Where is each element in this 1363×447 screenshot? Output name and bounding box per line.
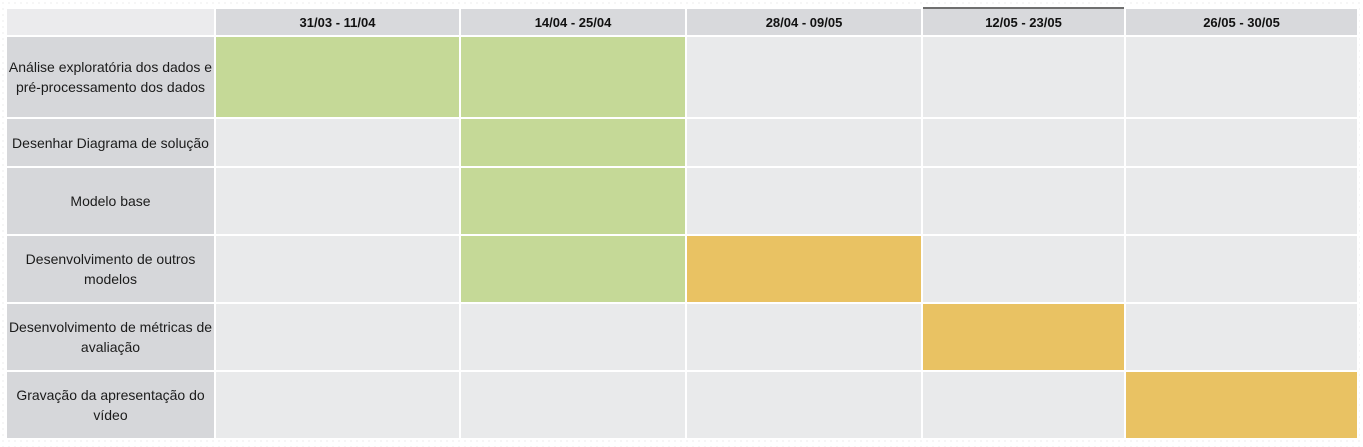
corner-cell bbox=[5, 7, 216, 37]
schedule-cell bbox=[214, 302, 461, 372]
task-label: Análise exploratória dos dados e pré-pro… bbox=[5, 35, 216, 119]
header-row: 31/03 - 11/04 14/04 - 25/04 28/04 - 09/0… bbox=[5, 7, 1359, 37]
schedule-cell bbox=[685, 302, 923, 372]
schedule-cell bbox=[214, 370, 461, 440]
task-label: Gravação da apresentação do vídeo bbox=[5, 370, 216, 440]
period-header: 14/04 - 25/04 bbox=[459, 7, 687, 37]
task-row: Desenvolvimento de outros modelos bbox=[5, 234, 1359, 304]
schedule-cell bbox=[1124, 166, 1359, 236]
schedule-cell bbox=[459, 117, 687, 168]
schedule-cell bbox=[685, 234, 923, 304]
schedule-cell bbox=[921, 166, 1126, 236]
schedule-cell bbox=[459, 166, 687, 236]
task-label: Desenvolvimento de outros modelos bbox=[5, 234, 216, 304]
schedule-cell bbox=[459, 234, 687, 304]
task-row: Desenvolvimento de métricas de avaliação bbox=[5, 302, 1359, 372]
schedule-cell bbox=[921, 234, 1126, 304]
task-row: Análise exploratória dos dados e pré-pro… bbox=[5, 35, 1359, 119]
schedule-cell bbox=[214, 35, 461, 119]
schedule-cell bbox=[459, 35, 687, 119]
period-header: 28/04 - 09/05 bbox=[685, 7, 923, 37]
schedule-cell bbox=[459, 302, 687, 372]
task-row: Desenhar Diagrama de solução bbox=[5, 117, 1359, 168]
schedule-cell bbox=[921, 117, 1126, 168]
schedule-cell bbox=[921, 370, 1126, 440]
period-header: 26/05 - 30/05 bbox=[1124, 7, 1359, 37]
schedule-cell bbox=[1124, 234, 1359, 304]
schedule-cell bbox=[1124, 117, 1359, 168]
task-label: Desenhar Diagrama de solução bbox=[5, 117, 216, 168]
task-row: Gravação da apresentação do vídeo bbox=[5, 370, 1359, 440]
schedule-cell bbox=[685, 35, 923, 119]
period-header: 12/05 - 23/05 bbox=[921, 7, 1126, 37]
schedule-cell bbox=[685, 370, 923, 440]
schedule-cell bbox=[214, 166, 461, 236]
gantt-table: 31/03 - 11/04 14/04 - 25/04 28/04 - 09/0… bbox=[5, 7, 1359, 440]
schedule-cell bbox=[459, 370, 687, 440]
period-header: 31/03 - 11/04 bbox=[214, 7, 461, 37]
schedule-cell bbox=[685, 117, 923, 168]
schedule-cell bbox=[214, 117, 461, 168]
task-label: Modelo base bbox=[5, 166, 216, 236]
task-row: Modelo base bbox=[5, 166, 1359, 236]
schedule-cell bbox=[1124, 302, 1359, 372]
schedule-cell bbox=[1124, 370, 1359, 440]
schedule-cell bbox=[921, 35, 1126, 119]
schedule-cell bbox=[921, 302, 1126, 372]
schedule-cell bbox=[1124, 35, 1359, 119]
schedule-cell bbox=[214, 234, 461, 304]
task-label: Desenvolvimento de métricas de avaliação bbox=[5, 302, 216, 372]
schedule-cell bbox=[685, 166, 923, 236]
